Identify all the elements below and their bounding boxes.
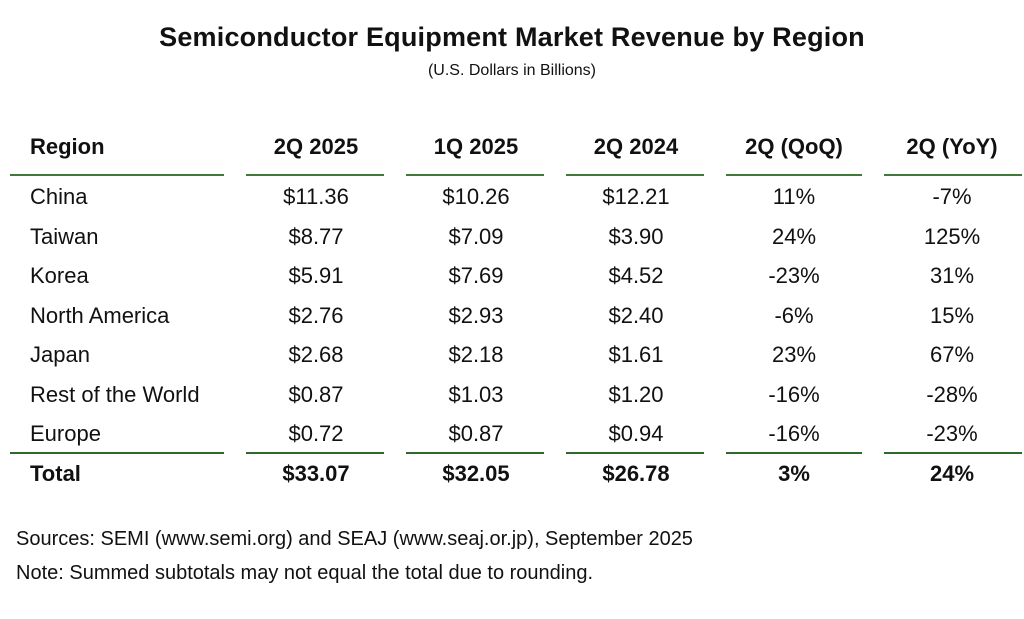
total-rule-0	[10, 452, 224, 454]
table-cell: 125%	[923, 223, 981, 249]
total-label: Total	[30, 461, 81, 486]
chart-title: Semiconductor Equipment Market Revenue b…	[159, 22, 865, 52]
table-cell: $3.90	[608, 223, 664, 249]
table-cell: $2.76	[288, 302, 344, 328]
table-cell: $5.91	[288, 263, 344, 288]
row-region-label: Europe	[30, 421, 101, 446]
table-cell: $7.69	[448, 263, 504, 288]
table-cell: -23%	[768, 263, 820, 288]
column-header: 2Q (YoY)	[906, 134, 998, 159]
table-cell: 23%	[771, 342, 817, 367]
table-cell: -16%	[768, 421, 820, 446]
total-cell: $26.78	[602, 461, 670, 486]
row-region-label: Rest of the World	[30, 381, 200, 407]
total-rule-1	[246, 452, 384, 454]
table-cell: 24%	[771, 223, 817, 249]
total-rule-4	[726, 452, 862, 454]
total-rule-5	[884, 452, 1022, 454]
table-cell: $12.21	[602, 184, 670, 209]
table-cell: 15%	[929, 302, 975, 328]
chart-subtitle: (U.S. Dollars in Billions)	[427, 62, 597, 79]
table-cell: -7%	[932, 184, 972, 209]
table-cell: $2.68	[288, 342, 344, 367]
table-cell: $2.93	[448, 302, 504, 328]
total-cell: 3%	[778, 461, 810, 486]
row-region-label: Japan	[30, 342, 90, 367]
total-rule-2	[406, 452, 544, 454]
table-cell: $8.77	[288, 223, 344, 249]
total-rule-3	[566, 452, 704, 454]
table-cell: $7.09	[448, 223, 504, 249]
table-cell: 31%	[929, 263, 975, 288]
table-cell: $11.36	[283, 184, 349, 209]
column-header: Region	[30, 134, 105, 159]
total-cell: 24%	[929, 461, 975, 486]
column-header: 1Q 2025	[433, 134, 519, 159]
total-cell: $33.07	[282, 461, 350, 486]
table-cell: $0.87	[448, 421, 504, 446]
table-cell: $0.94	[608, 421, 664, 446]
column-header: 2Q 2024	[593, 134, 679, 159]
table-cell: 11%	[772, 184, 816, 209]
header-rule-3	[566, 174, 704, 176]
header-rule-2	[406, 174, 544, 176]
table-cell: $2.18	[448, 342, 504, 367]
table-cell: $10.26	[442, 184, 510, 209]
table-cell: $1.20	[608, 381, 664, 407]
row-region-label: North America	[30, 302, 170, 328]
row-region-label: Taiwan	[30, 223, 99, 249]
table-cell: $1.61	[608, 342, 664, 367]
table-cell: $1.03	[448, 381, 504, 407]
column-header: 2Q (QoQ)	[745, 134, 843, 159]
table-cell: -6%	[774, 302, 814, 328]
table-cell: $0.87	[288, 381, 344, 407]
header-rule-1	[246, 174, 384, 176]
table-cell: -23%	[926, 421, 978, 446]
header-rule-4	[726, 174, 862, 176]
total-cell: $32.05	[442, 461, 510, 486]
table-cell: 67%	[929, 342, 975, 367]
header-rule-5	[884, 174, 1022, 176]
row-region-label: China	[30, 184, 88, 209]
header-rule-0	[10, 174, 224, 176]
table-cell: $0.72	[288, 421, 344, 446]
column-header: 2Q 2025	[273, 134, 359, 159]
table-cell: -16%	[768, 381, 820, 407]
row-region-label: Korea	[30, 263, 89, 288]
table-cell: $4.52	[608, 263, 664, 288]
rounding-note: Note: Summed subtotals may not equal the…	[16, 562, 594, 584]
table-cell: $2.40	[608, 302, 664, 328]
sources-note: Sources: SEMI (www.semi.org) and SEAJ (w…	[16, 528, 693, 550]
table-cell: -28%	[926, 381, 978, 407]
